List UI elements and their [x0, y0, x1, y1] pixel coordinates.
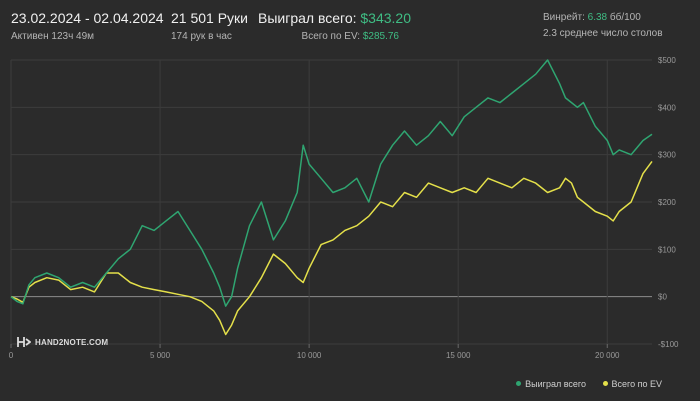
y-tick-label: -$100	[658, 340, 679, 349]
winrate-block: Винрейт: 6.38 бб/100 2.3 среднее число с…	[543, 12, 663, 39]
chart-legend: Выиграл всего Всего по EV	[502, 379, 662, 389]
hands-per-hour: 174 рук в час	[171, 31, 232, 42]
active-time: Активен 123ч 49м	[11, 31, 95, 42]
won-value: $343.20	[360, 10, 411, 26]
hand2note-logo-text: HAND2NOTE.COM	[35, 337, 109, 347]
won-label: Выиграл всего:	[258, 10, 357, 26]
hand2note-logo: HAND2NOTE.COM	[17, 336, 108, 348]
ev-value: $285.76	[362, 31, 399, 42]
winrate-suffix: бб/100	[609, 12, 641, 23]
x-tick-label: 10 000	[297, 351, 322, 360]
winrate-label: Винрейт:	[543, 12, 585, 23]
y-tick-label: $0	[658, 293, 667, 302]
x-tick-label: 15 000	[446, 351, 471, 360]
avg-tables: 2.3 среднее число столов	[543, 28, 663, 39]
legend-label-ev: Всего по EV	[611, 379, 662, 389]
date-block: 23.02.2024 - 02.04.2024 Активен 123ч 49м	[11, 10, 164, 42]
y-tick-label: $400	[658, 103, 676, 112]
ev-label: Всего по EV:	[301, 31, 361, 42]
hands-count: 21 501 Руки	[171, 10, 248, 26]
ev-total: Всего по EV: $285.76	[258, 31, 399, 42]
x-tick-label: 20 000	[595, 351, 620, 360]
y-tick-label: $300	[658, 151, 676, 160]
legend-item-ev[interactable]: Всего по EV	[602, 379, 662, 389]
series-line-ev	[10, 160, 653, 336]
winnings-block: Выиграл всего: $343.20 Всего по EV: $285…	[258, 10, 411, 42]
y-tick-label: $100	[658, 245, 676, 254]
won-total: Выиграл всего: $343.20	[258, 10, 411, 26]
winrate-value: 6.38	[587, 12, 608, 23]
legend-item-won[interactable]: Выиграл всего	[516, 379, 586, 389]
legend-dot-won	[516, 381, 522, 387]
chart-lines	[10, 59, 653, 336]
x-axis-ticks: 0 5 000 10 000 15 000 20 000	[9, 344, 620, 360]
winrate: Винрейт: 6.38 бб/100	[543, 12, 663, 23]
y-tick-label: $200	[658, 198, 676, 207]
y-axis-ticks: $500 $400 $300 $200 $100 $0 -$100	[658, 56, 679, 349]
x-tick-label: 5 000	[150, 351, 171, 360]
hand2note-logo-icon	[17, 337, 31, 347]
legend-label-won: Выиграл всего	[525, 379, 586, 389]
profit-chart: 0 5 000 10 000 15 000 20 000 $500 $400 $300 $20…	[9, 56, 679, 360]
hands-block: 21 501 Руки 174 рук в час	[171, 10, 248, 42]
x-tick-label: 0	[9, 351, 14, 360]
chart-grid	[10, 59, 652, 345]
y-tick-label: $500	[658, 56, 676, 65]
stats-header: 23.02.2024 - 02.04.2024 Активен 123ч 49м…	[0, 0, 700, 48]
series-line-won	[10, 59, 653, 307]
date-range: 23.02.2024 - 02.04.2024	[11, 10, 164, 26]
legend-dot-ev	[602, 381, 608, 387]
